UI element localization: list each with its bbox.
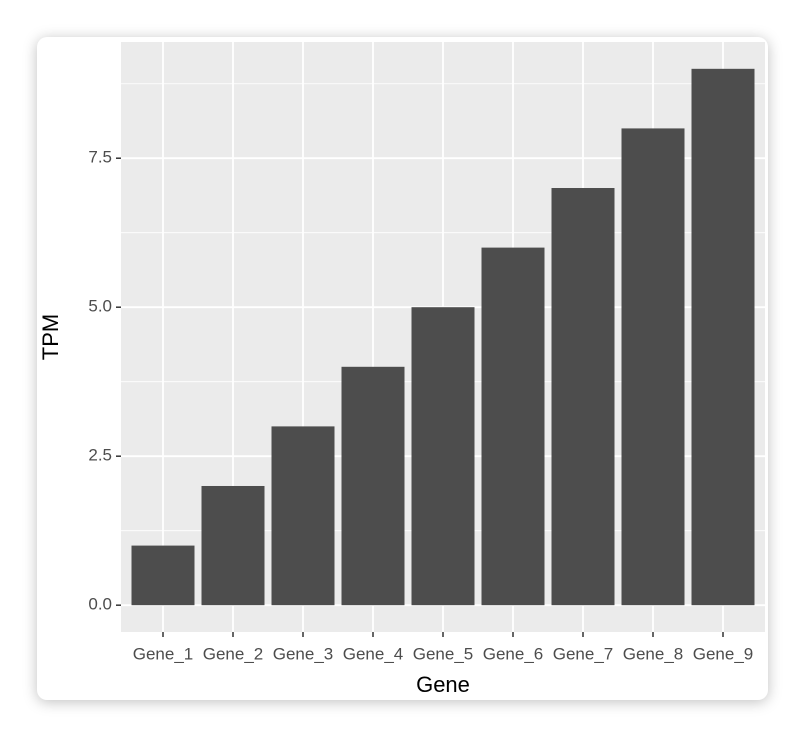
marks	[131, 68, 755, 606]
bar	[271, 426, 335, 606]
x-tick-label: Gene_7	[553, 644, 614, 663]
y-tick-label: 0.0	[88, 595, 112, 614]
x-tick-label: Gene_8	[623, 644, 684, 663]
bar	[201, 485, 265, 606]
x-axis-title: Gene	[416, 672, 470, 697]
y-axis-title: TPM	[38, 314, 63, 360]
bar	[411, 307, 475, 606]
y-tick-label: 5.0	[88, 297, 112, 316]
x-tick-label: Gene_6	[483, 644, 544, 663]
x-tick-label: Gene_2	[203, 644, 264, 663]
bar	[341, 366, 405, 606]
bar	[551, 188, 615, 606]
y-tick-label: 2.5	[88, 446, 112, 465]
bar	[131, 545, 195, 606]
bar	[481, 247, 545, 606]
x-tick-label: Gene_5	[413, 644, 474, 663]
bar	[691, 68, 755, 606]
bar	[621, 128, 685, 606]
x-tick-label: Gene_4	[343, 644, 404, 663]
x-tick-label: Gene_9	[693, 644, 754, 663]
y-tick-label: 7.5	[88, 148, 112, 167]
x-tick-label: Gene_3	[273, 644, 334, 663]
x-tick-label: Gene_1	[133, 644, 194, 663]
